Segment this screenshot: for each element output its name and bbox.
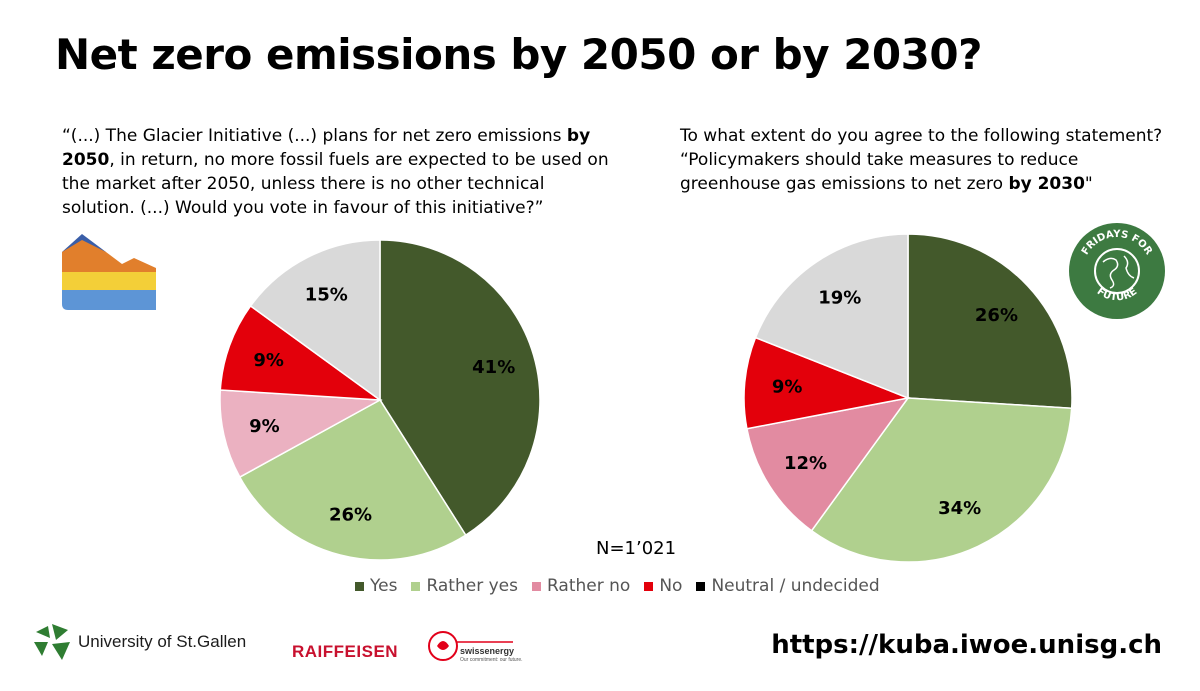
pie-right-label-yes: 26% [975,305,1018,326]
swissenergy-icon [428,631,513,661]
fff-bottom-text: FUTURE [1095,286,1140,303]
hsg-leaf-icon [34,624,70,660]
legend-item-neutral: Neutral / undecided [696,576,880,596]
legend-swatch-rather-no [531,581,541,591]
pie-left-label-rather-no: 9% [249,416,280,437]
legend: Yes Rather yes Rather no No Neutral / un… [355,576,880,596]
pie-right-slice-rather-no [746,396,910,532]
left-question: “(...) The Glacier Initiative (...) plan… [62,124,622,220]
legend-label-yes: Yes [370,576,398,596]
pie-left-label-neutral-undecided: 15% [305,285,348,306]
legend-item-yes: Yes [355,576,397,596]
sample-size: N=1’021 [596,538,677,559]
swissenergy-name: swissenergy [460,646,515,656]
pie-right-label-no: 9% [772,377,803,398]
right-question: To what extent do you agree to the follo… [680,124,1180,196]
legend-label-no: No [659,576,683,596]
left-question-bold: by 2050 [62,126,591,170]
fff-circle [1069,223,1165,319]
left-question-suffix: , in return, no more fossil fuels are ex… [62,150,609,218]
pie-right-label-neutral-undecided: 19% [818,288,861,309]
pie-left-label-no: 9% [253,350,284,371]
legend-swatch-no [644,581,654,591]
hsg-logo: University of St.Gallen [32,622,246,662]
legend-item-rather-no: Rather no [531,576,631,596]
pie-chart-right: 26% 34% 12% 9% 19% [743,233,1073,563]
legend-swatch-neutral [696,581,706,591]
glacier-initiative-logo [62,234,156,310]
pie-right-slice-no [743,336,911,430]
legend-item-no: No [644,576,682,596]
pie-left-label-rather-yes: 26% [329,505,372,526]
legend-label-rather-yes: Rather yes [426,576,518,596]
pie-right-label-rather-no: 12% [784,453,827,474]
legend-label-rather-no: Rather no [546,576,631,596]
swissenergy-tagline: Our commitment: our future. [460,657,523,663]
pie-left-slice-rather-yes [238,399,467,561]
legend-item-rather-yes: Rather yes [411,576,518,596]
right-question-bold: by 2030 [1008,174,1085,194]
pie-right-label-rather-yes: 34% [938,498,981,519]
legend-label-neutral: Neutral / undecided [711,576,880,596]
legend-swatch-rather-yes [411,581,421,591]
pie-left-slice-no [219,304,383,401]
pie-right-slice-yes [907,233,1073,410]
fridays-for-future-logo: FRIDAYS FOR FUTURE [1069,223,1165,319]
left-question-prefix: “(...) The Glacier Initiative (...) plan… [62,126,567,146]
page-title: Net zero emissions by 2050 or by 2030? [55,30,982,79]
pie-left-label-yes: 41% [472,357,515,378]
raiffeisen-logo: RAIFFEISEN [292,642,399,661]
legend-swatch-yes [355,581,364,591]
globe-icon [1094,248,1140,294]
pie-right-slice-neutral-undecided [754,233,909,400]
right-question-suffix: " [1084,174,1093,194]
swissenergy-logo: swissenergy Our commitment: our future. [425,624,523,672]
pie-left-slice-neutral-undecided [249,239,381,402]
pie-left-slice-rather-no [219,389,383,479]
right-question-line1: To what extent do you agree to the follo… [680,126,1163,146]
pie-chart-left: 41% 26% 9% 9% 15% [219,239,541,561]
pie-right-slice-rather-yes [810,397,1073,563]
pie-left-slice-yes [379,239,541,537]
website-url[interactable]: https://kuba.iwoe.unisg.ch [771,630,1162,660]
hsg-name: University of St.Gallen [78,632,247,651]
right-question-prefix: “Policymakers should take measures to re… [680,150,1079,194]
